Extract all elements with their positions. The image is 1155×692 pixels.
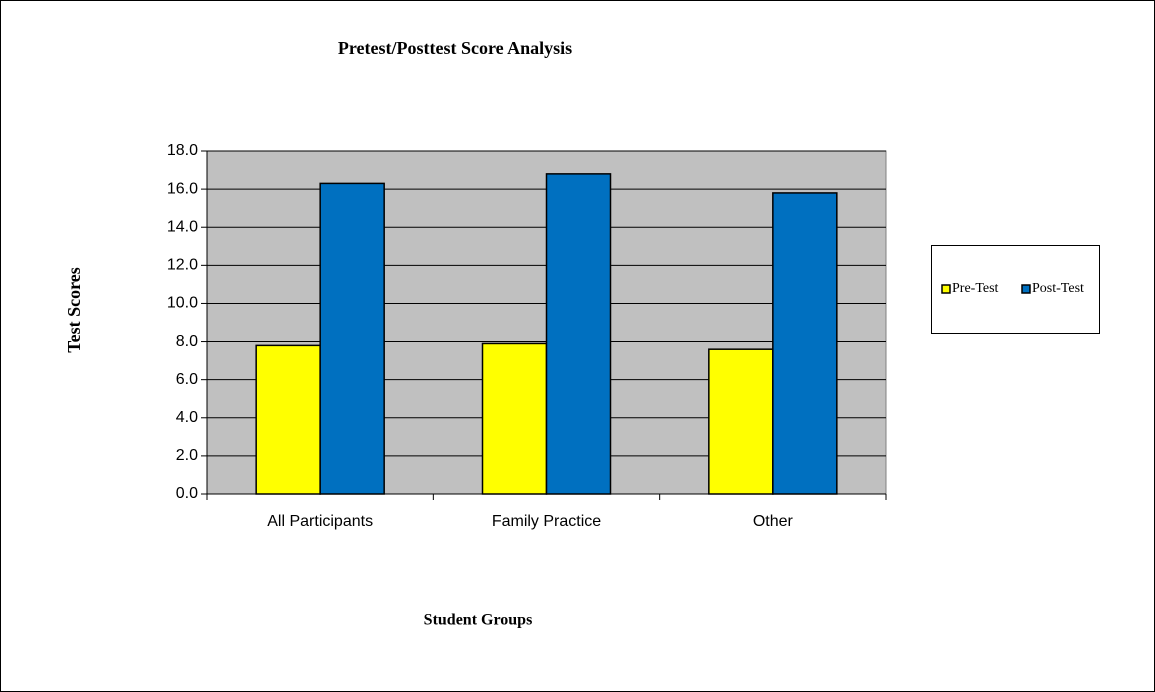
- x-axis-label: Student Groups: [424, 612, 533, 629]
- chart-title: Pretest/Posttest Score Analysis: [338, 38, 572, 58]
- y-axis-label: Test Scores: [64, 267, 84, 353]
- y-tick-label: 16.0: [167, 180, 198, 197]
- y-tick-label: 6.0: [176, 371, 198, 388]
- y-tick-label: 18.0: [167, 142, 198, 159]
- y-tick-label: 12.0: [167, 257, 198, 274]
- y-tick-label: 10.0: [167, 295, 198, 312]
- y-tick-label: 2.0: [176, 447, 198, 464]
- legend-label: Pre-Test: [952, 281, 999, 296]
- bar: [708, 348, 774, 495]
- legend-box: [931, 245, 1100, 334]
- bar: [319, 182, 385, 495]
- legend-label: Post-Test: [1032, 281, 1084, 296]
- x-tick-label: Family Practice: [492, 513, 601, 530]
- legend-swatch: [941, 284, 951, 294]
- y-tick-label: 8.0: [176, 333, 198, 350]
- y-tick-label: 14.0: [167, 218, 198, 235]
- x-tick-label: Other: [753, 513, 794, 530]
- bar: [772, 192, 838, 495]
- bar: [545, 173, 612, 495]
- bar: [255, 344, 321, 495]
- y-tick-label: 0.0: [176, 485, 198, 502]
- y-tick-label: 4.0: [176, 409, 198, 426]
- x-tick-label: All Participants: [267, 513, 373, 530]
- bar: [481, 342, 548, 495]
- legend-swatch: [1021, 284, 1031, 294]
